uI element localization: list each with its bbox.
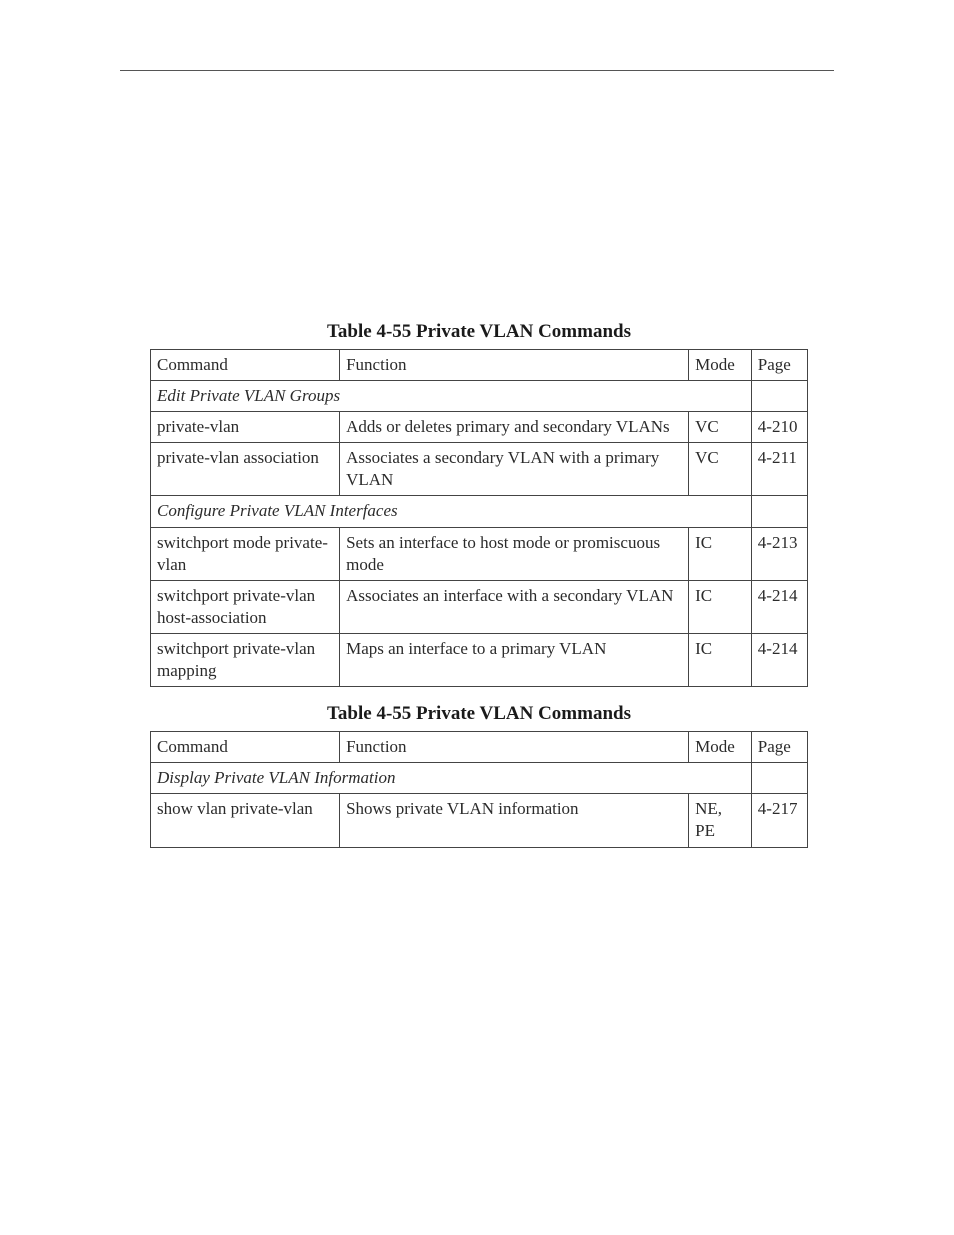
table-row: show vlan private-vlan Shows private VLA… (151, 794, 808, 847)
cell-page: 4-210 (751, 412, 807, 443)
document-page: Table 4-55 Private VLAN Commands Command… (0, 0, 954, 1235)
table-row: switchport private-vlan mapping Maps an … (151, 633, 808, 686)
cell-mode: IC (689, 527, 752, 580)
table-header-row: Command Function Mode Page (151, 350, 808, 381)
section-page-empty (751, 496, 807, 527)
col-page: Page (751, 350, 807, 381)
cell-command: switchport private-vlan host-association (151, 580, 340, 633)
cell-command: switchport private-vlan mapping (151, 633, 340, 686)
cell-mode: NE, PE (689, 794, 752, 847)
cell-command: switchport mode private-vlan (151, 527, 340, 580)
table-row: private-vlan Adds or deletes primary and… (151, 412, 808, 443)
cell-page: 4-217 (751, 794, 807, 847)
col-function: Function (340, 732, 689, 763)
cell-mode: IC (689, 580, 752, 633)
cell-mode: IC (689, 633, 752, 686)
tables-container: Table 4-55 Private VLAN Commands Command… (150, 315, 808, 848)
table-header-row: Command Function Mode Page (151, 732, 808, 763)
cell-mode: VC (689, 443, 752, 496)
section-label: Display Private VLAN Information (151, 763, 752, 794)
section-page-empty (751, 763, 807, 794)
cell-command: private-vlan (151, 412, 340, 443)
header-rule (120, 70, 834, 71)
section-label: Configure Private VLAN Interfaces (151, 496, 752, 527)
table-section-row: Edit Private VLAN Groups (151, 381, 808, 412)
col-function: Function (340, 350, 689, 381)
section-label: Edit Private VLAN Groups (151, 381, 752, 412)
cell-command: show vlan private-vlan (151, 794, 340, 847)
cell-page: 4-211 (751, 443, 807, 496)
cell-function: Adds or deletes primary and secondary VL… (340, 412, 689, 443)
col-page: Page (751, 732, 807, 763)
cell-function: Maps an interface to a primary VLAN (340, 633, 689, 686)
table-row: switchport mode private-vlan Sets an int… (151, 527, 808, 580)
section-page-empty (751, 381, 807, 412)
table2-caption: Table 4-55 Private VLAN Commands (150, 703, 808, 725)
col-command: Command (151, 732, 340, 763)
table-section-row: Display Private VLAN Information (151, 763, 808, 794)
cell-function: Sets an interface to host mode or promis… (340, 527, 689, 580)
table-row: switchport private-vlan host-association… (151, 580, 808, 633)
cell-command: private-vlan association (151, 443, 340, 496)
col-command: Command (151, 350, 340, 381)
table-row: private-vlan association Associates a se… (151, 443, 808, 496)
cell-mode: VC (689, 412, 752, 443)
table1-caption: Table 4-55 Private VLAN Commands (150, 321, 808, 343)
table-section-row: Configure Private VLAN Interfaces (151, 496, 808, 527)
table1: Command Function Mode Page Edit Private … (150, 349, 808, 687)
table2: Command Function Mode Page Display Priva… (150, 731, 808, 847)
cell-function: Associates an interface with a secondary… (340, 580, 689, 633)
cell-function: Associates a secondary VLAN with a prima… (340, 443, 689, 496)
cell-page: 4-213 (751, 527, 807, 580)
cell-function: Shows private VLAN information (340, 794, 689, 847)
col-mode: Mode (689, 350, 752, 381)
col-mode: Mode (689, 732, 752, 763)
cell-page: 4-214 (751, 580, 807, 633)
cell-page: 4-214 (751, 633, 807, 686)
